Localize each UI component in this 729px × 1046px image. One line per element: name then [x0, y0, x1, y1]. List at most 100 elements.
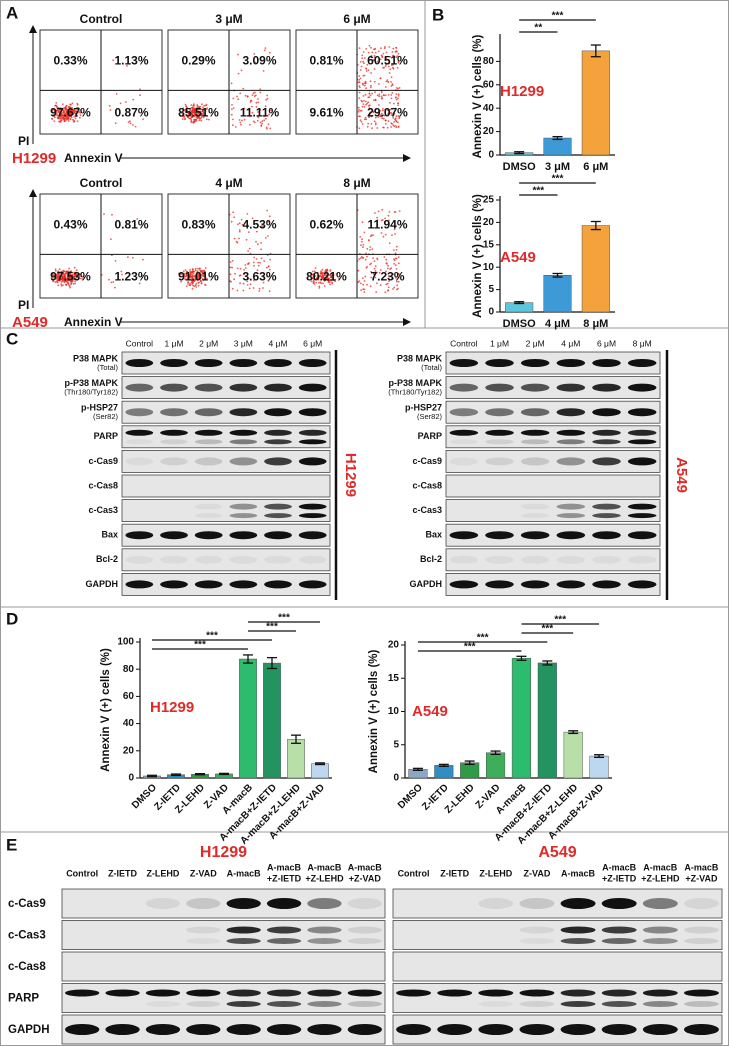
- band: [125, 531, 154, 540]
- band: [160, 429, 188, 436]
- event-dot: [129, 122, 132, 125]
- panel-label: B: [432, 5, 444, 24]
- event-dot: [390, 81, 392, 83]
- event-dot: [253, 256, 256, 259]
- event-dot: [253, 264, 255, 267]
- band: [186, 1001, 221, 1007]
- event-dot: [266, 97, 269, 100]
- lane-label: A-macB: [602, 862, 637, 872]
- event-dot: [243, 269, 246, 271]
- row-label: p-P38 MAPK: [388, 378, 442, 388]
- event-dot: [359, 77, 362, 80]
- plot-title: 3 μM: [215, 12, 242, 26]
- event-dot: [250, 99, 253, 102]
- event-dot: [184, 103, 187, 106]
- event-dot: [203, 114, 205, 117]
- event-dot: [380, 115, 383, 118]
- band: [520, 408, 550, 417]
- event-dot: [378, 95, 381, 98]
- band: [560, 1024, 596, 1035]
- event-dot: [69, 115, 72, 118]
- event-dot: [394, 233, 396, 235]
- event-dot: [232, 97, 235, 100]
- event-dot: [393, 259, 396, 262]
- event-dot: [238, 237, 240, 240]
- event-dot: [392, 66, 394, 69]
- band: [298, 383, 327, 392]
- lane-label: A-macB: [684, 862, 719, 872]
- cell-line-label: A549: [673, 457, 690, 493]
- event-dot: [395, 268, 398, 270]
- event-dot: [185, 275, 187, 277]
- event-dot: [358, 79, 361, 81]
- event-dot: [373, 68, 376, 71]
- band: [627, 580, 657, 589]
- event-dot: [131, 256, 134, 259]
- event-dot: [63, 270, 66, 273]
- band: [683, 938, 719, 944]
- event-dot: [81, 278, 84, 280]
- event-dot: [374, 276, 377, 279]
- event-dot: [72, 118, 74, 121]
- event-dot: [53, 120, 56, 122]
- lane-label: 2 μM: [199, 338, 218, 348]
- event-dot: [392, 288, 394, 290]
- band: [226, 898, 261, 909]
- event-dot: [71, 279, 74, 281]
- event-dot: [64, 272, 67, 275]
- event-dot: [361, 238, 363, 241]
- lane-label: 8 μM: [633, 338, 652, 348]
- event-dot: [109, 109, 112, 111]
- event-dot: [396, 50, 398, 53]
- event-dot: [193, 280, 196, 282]
- event-dot: [256, 269, 259, 271]
- blot-strip: [445, 376, 661, 400]
- bar: [589, 755, 609, 779]
- event-dot: [374, 123, 377, 126]
- bar: [311, 763, 329, 779]
- bar: [543, 275, 572, 313]
- lane-label: Z-VAD: [190, 868, 217, 878]
- event-dot: [232, 124, 234, 127]
- event-dot: [252, 287, 255, 289]
- event-dot: [390, 64, 393, 66]
- event-dot: [128, 226, 131, 229]
- event-dot: [185, 105, 188, 108]
- event-dot: [382, 114, 385, 117]
- event-dot: [67, 106, 70, 109]
- band: [592, 531, 621, 540]
- band: [437, 1024, 473, 1035]
- band: [519, 989, 555, 997]
- event-dot: [397, 104, 399, 107]
- band: [229, 359, 258, 367]
- event-dot: [197, 111, 200, 114]
- event-dot: [338, 278, 340, 280]
- event-dot: [244, 264, 247, 266]
- event-dot: [386, 289, 389, 292]
- quadrant-percent: 0.81%: [114, 217, 148, 231]
- event-dot: [73, 273, 76, 276]
- band: [266, 1001, 302, 1007]
- event-dot: [193, 270, 196, 273]
- quadrant-percent: 3.09%: [242, 53, 276, 67]
- event-dot: [66, 108, 68, 111]
- quadrant-percent: 9.61%: [309, 105, 343, 119]
- event-dot: [64, 276, 66, 279]
- event-dot: [69, 103, 71, 106]
- event-dot: [200, 110, 202, 113]
- event-dot: [369, 80, 372, 83]
- band: [226, 989, 261, 997]
- event-dot: [373, 54, 376, 57]
- event-dot: [259, 121, 262, 124]
- event-dot: [67, 117, 69, 120]
- event-dot: [259, 108, 262, 111]
- event-dot: [362, 103, 365, 105]
- event-dot: [369, 246, 372, 248]
- event-dot: [199, 117, 202, 120]
- row-label: Bax: [425, 530, 442, 540]
- blot-strip: [61, 920, 386, 950]
- cell-line-label: H1299: [200, 844, 247, 861]
- event-dot: [51, 273, 54, 275]
- event-dot: [385, 262, 388, 265]
- event-dot: [58, 268, 61, 270]
